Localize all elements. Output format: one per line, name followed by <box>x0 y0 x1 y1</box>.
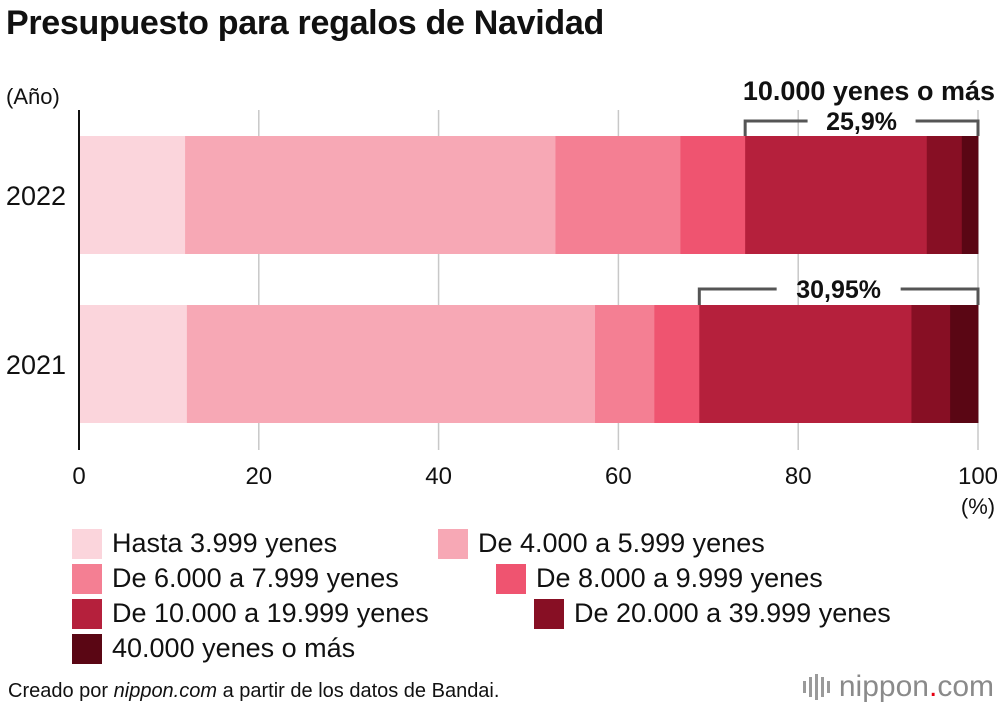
chart-area: 2022 2021 0 20 40 60 80 100 (%) (Año) 10.000 yenes… <box>6 76 998 519</box>
legend-item: Hasta 3.999 yenes <box>72 528 337 559</box>
bracket-left <box>697 287 777 305</box>
legend-label: De 4.000 a 5.999 yenes <box>478 528 765 558</box>
legend-label: De 6.000 a 7.999 yenes <box>112 563 399 593</box>
nippon-logo: nippon. com <box>802 670 994 704</box>
legend-swatch <box>496 563 526 594</box>
legend: Hasta 3.999 yenes De 4.000 a 5.999 yenes D… <box>72 526 972 666</box>
logo-name: nippon <box>838 670 929 703</box>
x-tick-label: 100 <box>958 463 998 490</box>
bracket-left <box>743 119 808 136</box>
bar-segment <box>555 136 681 254</box>
legend-item: De 20.000 a 39.999 yenes <box>534 598 891 629</box>
source-suffix: a partir de los datos de Bandai. <box>217 680 500 702</box>
legend-item: 40.000 yenes o más <box>72 633 355 664</box>
legend-swatch <box>72 633 102 664</box>
legend-label: Hasta 3.999 yenes <box>112 528 338 558</box>
legend-label: 40.000 yenes o más <box>112 633 356 663</box>
logo-tld: com <box>937 670 994 703</box>
legend-label: De 20.000 a 39.999 yenes <box>574 598 891 628</box>
bar-segment <box>79 305 188 423</box>
bar-segment <box>186 305 596 423</box>
bar-segment <box>699 305 912 423</box>
legend-swatch <box>534 598 564 629</box>
source-site: nippon.com <box>113 680 218 702</box>
source-note: Creado por nippon.com a partir de los da… <box>8 680 499 703</box>
legend-swatch <box>438 528 468 559</box>
bar-segment <box>79 136 186 254</box>
bracket-right <box>900 287 980 305</box>
logo-dot: . <box>928 670 938 703</box>
bar-segment <box>654 305 700 423</box>
logo-bars-icon <box>802 674 833 700</box>
bar-segment <box>185 136 556 254</box>
y-axis-label: (Año) <box>6 84 60 109</box>
bar-segment <box>926 136 963 254</box>
legend-item: De 8.000 a 9.999 yenes <box>496 563 823 594</box>
x-tick-label: 60 <box>605 463 632 490</box>
chart-title: Presupuesto para regalos de Navidad <box>6 4 604 42</box>
x-tick-label: 0 <box>72 463 85 490</box>
legend-item: De 10.000 a 19.999 yenes <box>72 598 429 629</box>
legend-label: De 10.000 a 19.999 yenes <box>112 598 429 628</box>
legend-swatch <box>72 528 102 559</box>
bar-segment <box>950 305 979 423</box>
annotation-label: 25,9% <box>826 108 897 136</box>
legend-swatch <box>72 563 102 594</box>
legend-item: De 6.000 a 7.999 yenes <box>72 563 399 594</box>
legend-item: De 4.000 a 5.999 yenes <box>438 528 765 559</box>
category-label: 2022 <box>6 181 66 211</box>
bracket-right <box>915 119 980 136</box>
bar-segment <box>911 305 951 423</box>
x-tick-label: 80 <box>785 463 812 490</box>
bar-segment <box>745 136 928 254</box>
bar-segment <box>595 305 655 423</box>
bar-segment <box>680 136 746 254</box>
bar-segment <box>961 136 979 254</box>
x-tick-label: 20 <box>245 463 272 490</box>
annotation-label: 30,95% <box>796 276 881 304</box>
category-label: 2021 <box>6 350 66 380</box>
x-axis-unit: (%) <box>961 494 995 519</box>
legend-label: De 8.000 a 9.999 yenes <box>536 563 823 593</box>
x-tick-label: 40 <box>425 463 452 490</box>
source-prefix: Creado por <box>8 680 114 702</box>
annotation-title: 10.000 yenes o más <box>743 76 995 106</box>
legend-swatch <box>72 598 102 629</box>
